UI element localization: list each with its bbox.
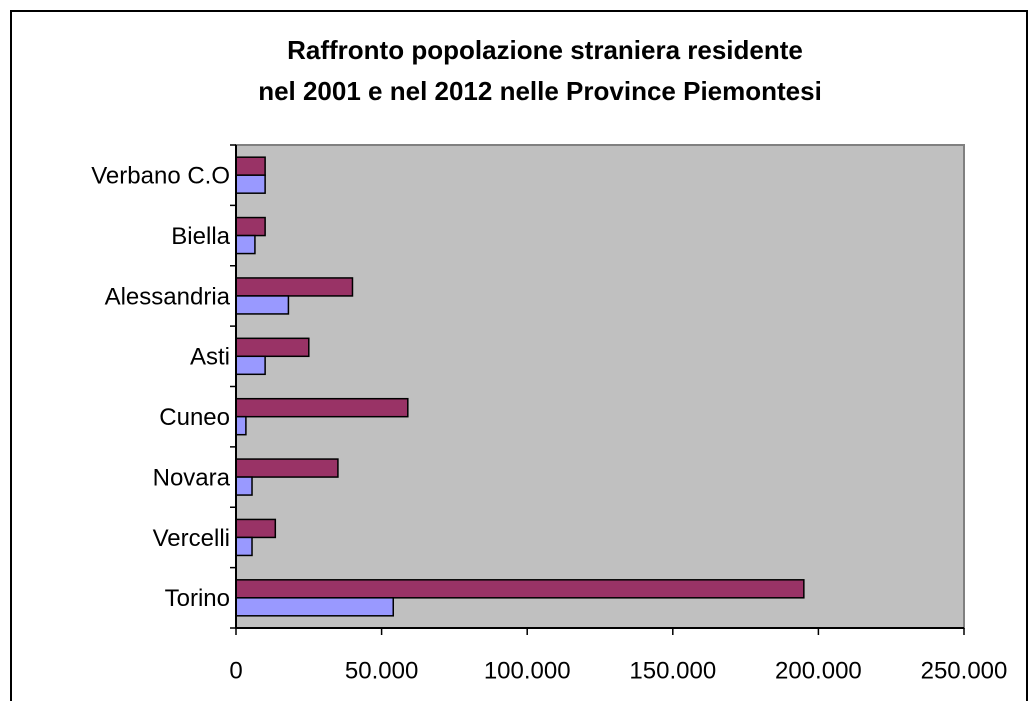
bar [235, 458, 339, 478]
bar [235, 174, 266, 194]
x-tick-label: 250.000 [921, 657, 1008, 684]
plot-area [235, 144, 965, 629]
x-tick-label: 0 [229, 657, 242, 684]
bar [235, 476, 253, 496]
bar [235, 355, 266, 376]
bar [235, 597, 394, 617]
bar [235, 216, 266, 237]
chart-title: nel 2001 e nel 2012 nelle Province Piemo… [258, 76, 822, 106]
bar [235, 415, 247, 436]
bar [235, 579, 805, 599]
bar [235, 337, 310, 358]
x-tick-label: 50.000 [345, 657, 418, 684]
x-tick-label: 150.000 [629, 657, 716, 684]
chart-frame [10, 10, 1028, 701]
bar [235, 295, 290, 315]
chart-title: Raffronto popolazione straniera resident… [287, 35, 803, 65]
y-tick-label: Asti [190, 344, 230, 371]
y-tick-label: Alessandria [105, 283, 231, 310]
bar [235, 277, 354, 297]
x-tick-label: 200.000 [775, 657, 862, 684]
y-tick-label: Vercelli [153, 525, 230, 552]
x-tick-label: 100.000 [484, 657, 571, 684]
bar [235, 156, 266, 176]
bar [235, 234, 256, 255]
bar [235, 518, 277, 539]
y-tick-label: Verbano C.O [91, 163, 230, 190]
y-tick-label: Novara [153, 464, 231, 491]
y-tick-label: Biella [171, 223, 230, 250]
y-tick-label: Torino [165, 585, 230, 612]
y-tick-label: Cuneo [159, 404, 230, 431]
bar [235, 536, 253, 557]
bar [235, 397, 409, 418]
